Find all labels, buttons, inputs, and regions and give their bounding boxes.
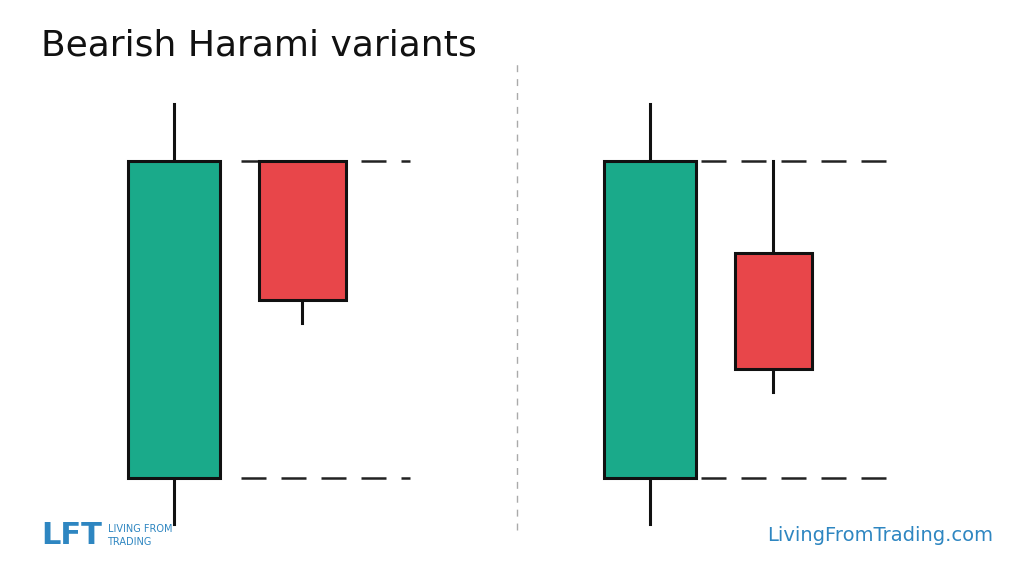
Bar bbox=[128, 161, 220, 478]
Bar bbox=[735, 253, 811, 369]
Text: LIVING FROM
TRADING: LIVING FROM TRADING bbox=[108, 524, 172, 547]
Text: LFT: LFT bbox=[41, 521, 101, 550]
Text: Bearish Harami variants: Bearish Harami variants bbox=[41, 29, 477, 63]
Text: LivingFromTrading.com: LivingFromTrading.com bbox=[767, 526, 993, 545]
Bar bbox=[604, 161, 696, 478]
Bar bbox=[258, 161, 346, 300]
